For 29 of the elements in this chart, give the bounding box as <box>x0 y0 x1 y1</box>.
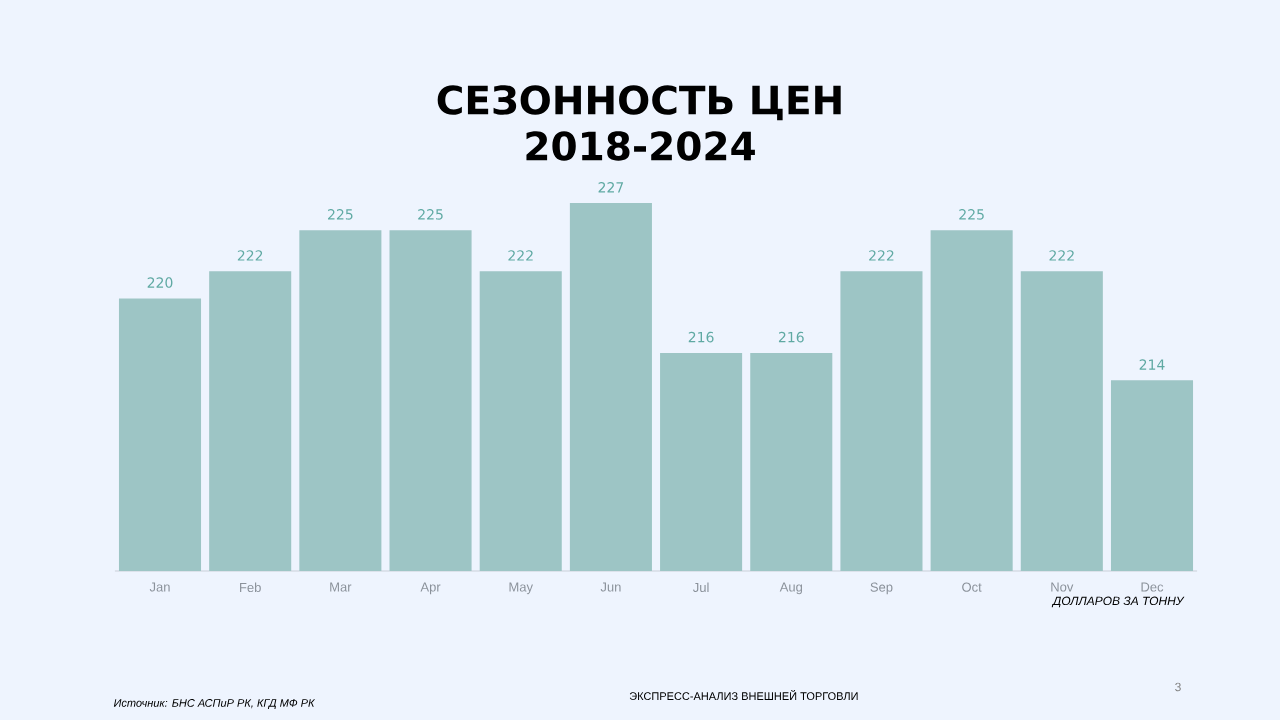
x-tick-label: Sep <box>870 582 893 595</box>
data-label: 220 <box>147 277 173 288</box>
x-tick-label: Feb <box>240 582 261 593</box>
data-label: 222 <box>237 250 263 261</box>
x-tick-label: Dec <box>1141 582 1164 592</box>
x-tick-label: Oct <box>962 582 982 592</box>
x-tick-label: Jun <box>600 582 621 592</box>
x-tick-label: Nov <box>1051 582 1074 592</box>
text: 3 <box>1175 682 1181 692</box>
data-label: 225 <box>959 209 984 220</box>
data-label: 225 <box>418 209 443 220</box>
x-tick-label: Mar <box>330 582 352 592</box>
data-label: 216 <box>778 331 804 343</box>
data-label: 222 <box>1049 250 1074 261</box>
data-label: 214 <box>1139 359 1165 370</box>
x-tick-label: Aug <box>779 582 803 595</box>
data-label: 227 <box>598 182 624 193</box>
data-label: 222 <box>508 250 533 261</box>
data-label: 222 <box>869 250 894 261</box>
x-tick-label: Jan <box>149 582 170 592</box>
text: ЭКСПРЕСС-АНАЛИЗ ВНЕШНЕЙ ТОРГОВЛИ <box>629 689 858 701</box>
text: ДОЛЛАРОВ ЗА ТОННУ <box>1051 596 1185 608</box>
text: Источник: БНС АСПиР РК, КГД МФ РК <box>113 699 315 709</box>
x-tick-label: May <box>509 582 533 595</box>
x-tick-label: Jul <box>692 582 709 593</box>
chart-title: СЕЗОННОСТЬ ЦЕН 2018-2024 <box>437 85 841 161</box>
data-label: 216 <box>688 331 714 343</box>
x-tick-label: Apr <box>420 582 441 595</box>
data-label: 225 <box>328 209 353 220</box>
